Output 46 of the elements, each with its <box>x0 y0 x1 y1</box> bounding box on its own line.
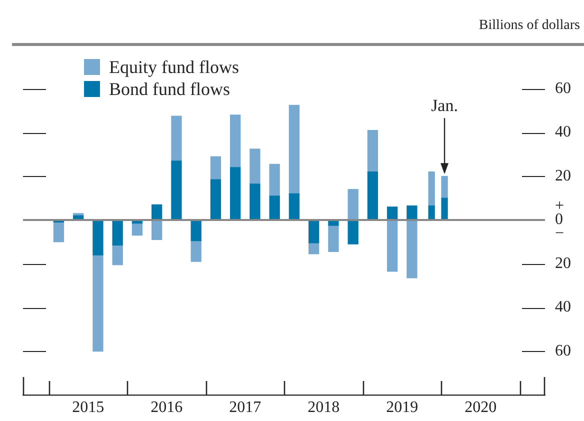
bar <box>132 222 143 236</box>
bar <box>250 148 260 184</box>
bar <box>92 220 104 256</box>
x-tick-label: 2015 <box>72 398 104 416</box>
y-tick-label: 40 <box>555 298 571 316</box>
bar <box>230 167 241 220</box>
bar <box>92 254 104 352</box>
y-tick-label: + 0 − <box>555 198 564 242</box>
bar <box>190 220 202 242</box>
bar <box>406 220 418 278</box>
bar <box>112 244 123 266</box>
bar <box>288 104 300 194</box>
x-tick-label: 2020 <box>464 398 497 416</box>
x-tick-label: 2016 <box>150 398 183 416</box>
y-tick-label: 60 <box>555 80 571 97</box>
bar <box>367 130 378 172</box>
bar <box>367 172 378 220</box>
bar <box>190 240 202 262</box>
bar <box>171 160 182 220</box>
bar <box>348 220 358 244</box>
bar <box>210 156 222 180</box>
y-tick-label: 20 <box>555 254 571 272</box>
bar <box>53 222 64 242</box>
bar <box>269 164 280 196</box>
y-tick-label: 20 <box>555 167 571 184</box>
bar <box>328 225 339 252</box>
x-tick-label: 2019 <box>386 398 418 416</box>
bar <box>171 116 182 162</box>
annotation: Jan. <box>431 96 458 116</box>
y-tick-label: 60 <box>555 342 571 360</box>
bar <box>288 193 300 220</box>
x-tick-label: 2017 <box>229 398 262 416</box>
bar <box>210 179 222 220</box>
bar <box>250 184 260 220</box>
bar <box>386 220 398 272</box>
bar <box>112 220 123 246</box>
bar <box>152 220 162 240</box>
legend-label: Equity fund flows <box>109 56 239 78</box>
legend-label: Bond fund flows <box>109 78 230 100</box>
bar <box>308 220 320 244</box>
x-tick-label: 2018 <box>308 398 340 416</box>
bar <box>269 196 280 220</box>
bar <box>348 189 358 220</box>
y-tick-label: 40 <box>555 124 571 141</box>
bar <box>230 114 241 168</box>
y-axis-title: Billions of dollars <box>478 18 580 34</box>
